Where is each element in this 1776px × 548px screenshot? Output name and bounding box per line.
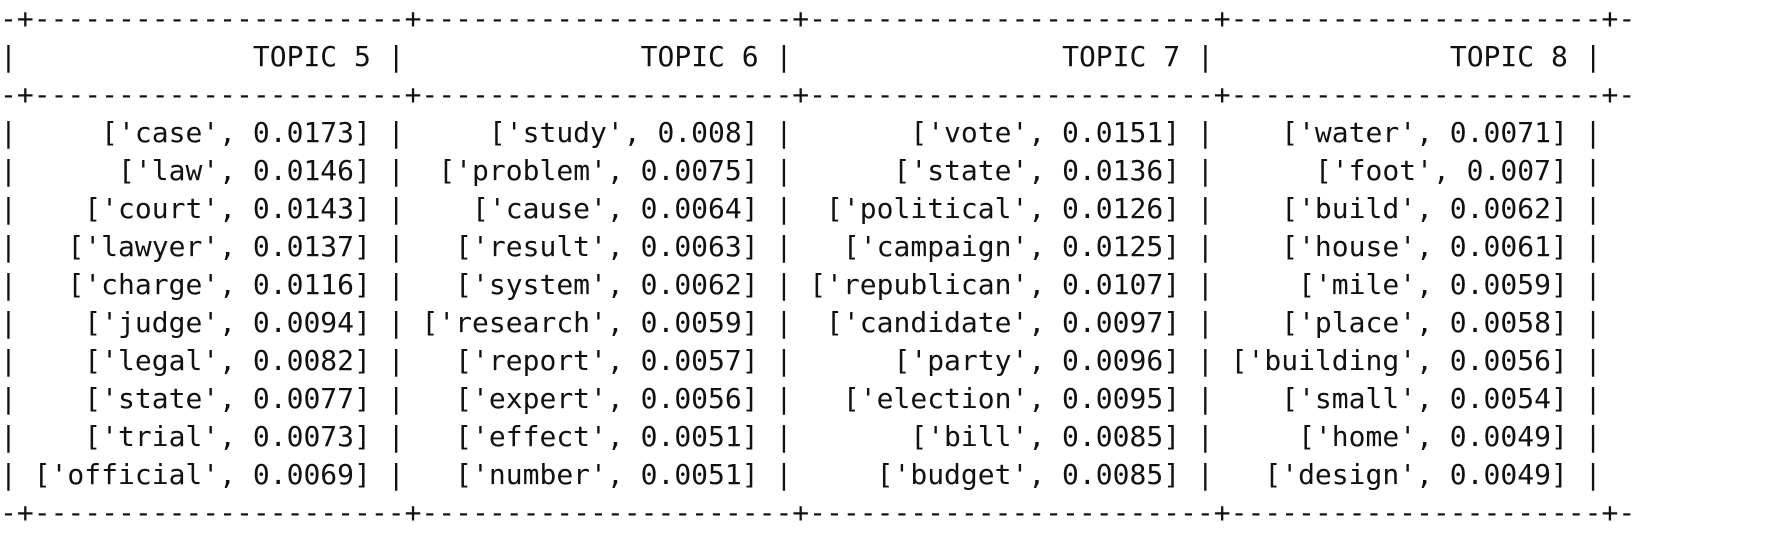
table-row: | ['judge', 0.0094] | ['research', 0.005…	[0, 306, 1602, 339]
topic-header: TOPIC 7	[1062, 40, 1181, 73]
topic-cell: ['court', 0.0143]	[84, 192, 371, 225]
topic-cell: ['result', 0.0063]	[455, 230, 759, 263]
topic-cell: ['lawyer', 0.0137]	[67, 230, 371, 263]
topic-cell: ['political', 0.0126]	[826, 192, 1181, 225]
topic-ascii-table: -+----------------------+---------------…	[0, 2, 1636, 529]
topic-cell: ['report', 0.0057]	[455, 344, 759, 377]
table-row: | ['state', 0.0077] | ['expert', 0.0056]…	[0, 382, 1602, 415]
table-row: | ['official', 0.0069] | ['number', 0.00…	[0, 458, 1602, 491]
topic-cell: ['bill', 0.0085]	[910, 420, 1181, 453]
table-row: | ['charge', 0.0116] | ['system', 0.0062…	[0, 268, 1602, 301]
table-row: | ['lawyer', 0.0137] | ['result', 0.0063…	[0, 230, 1602, 263]
topic-cell: ['study', 0.008]	[488, 116, 759, 149]
topic-cell: ['home', 0.0049]	[1298, 420, 1568, 453]
topic-cell: ['budget', 0.0085]	[876, 458, 1181, 491]
table-header-row: | TOPIC 5 | TOPIC 6 | TOPIC 7 | TOPIC 8 …	[0, 40, 1602, 73]
topic-header: TOPIC 6	[640, 40, 759, 73]
topic-cell: ['house', 0.0061]	[1281, 230, 1568, 263]
table-row: | ['law', 0.0146] | ['problem', 0.0075] …	[0, 154, 1602, 187]
topic-cell: ['state', 0.0077]	[84, 382, 371, 415]
topic-cell: ['cause', 0.0064]	[472, 192, 759, 225]
topic-cell: ['effect', 0.0051]	[455, 420, 759, 453]
topic-cell: ['law', 0.0146]	[118, 154, 371, 187]
table-row: | ['case', 0.0173] | ['study', 0.008] | …	[0, 116, 1602, 149]
table-row: | ['court', 0.0143] | ['cause', 0.0064] …	[0, 192, 1602, 225]
topic-cell: ['election', 0.0095]	[842, 382, 1181, 415]
topic-header: TOPIC 8	[1449, 40, 1568, 73]
table-border: -+----------------------+---------------…	[0, 78, 1636, 111]
table-row: | ['trial', 0.0073] | ['effect', 0.0051]…	[0, 420, 1602, 453]
topic-cell: ['problem', 0.0075]	[438, 154, 759, 187]
topic-cell: ['mile', 0.0059]	[1298, 268, 1568, 301]
table-row: | ['legal', 0.0082] | ['report', 0.0057]…	[0, 344, 1602, 377]
topic-cell: ['research', 0.0059]	[421, 306, 759, 339]
topic-cell: ['legal', 0.0082]	[84, 344, 371, 377]
topic-cell: ['design', 0.0049]	[1264, 458, 1568, 491]
topic-header: TOPIC 5	[252, 40, 371, 73]
topic-cell: ['foot', 0.007]	[1314, 154, 1568, 187]
topic-cell: ['vote', 0.0151]	[910, 116, 1181, 149]
topic-cell: ['case', 0.0173]	[101, 116, 371, 149]
topic-cell: ['place', 0.0058]	[1281, 306, 1568, 339]
topic-cell: ['judge', 0.0094]	[84, 306, 371, 339]
topic-cell: ['official', 0.0069]	[33, 458, 371, 491]
topic-cell: ['campaign', 0.0125]	[842, 230, 1181, 263]
topic-cell: ['building', 0.0056]	[1230, 344, 1568, 377]
table-border: -+----------------------+---------------…	[0, 496, 1636, 529]
topic-cell: ['party', 0.0096]	[893, 344, 1181, 377]
topic-cell: ['candidate', 0.0097]	[826, 306, 1181, 339]
topic-cell: ['state', 0.0136]	[893, 154, 1181, 187]
topic-cell: ['small', 0.0054]	[1281, 382, 1568, 415]
topic-cell: ['water', 0.0071]	[1281, 116, 1568, 149]
topic-cell: ['build', 0.0062]	[1281, 192, 1568, 225]
topic-cell: ['system', 0.0062]	[455, 268, 759, 301]
topic-cell: ['trial', 0.0073]	[84, 420, 371, 453]
topic-cell: ['number', 0.0051]	[455, 458, 759, 491]
table-border: -+----------------------+---------------…	[0, 2, 1636, 35]
topic-cell: ['republican', 0.0107]	[809, 268, 1181, 301]
topic-cell: ['charge', 0.0116]	[67, 268, 371, 301]
topic-cell: ['expert', 0.0056]	[455, 382, 759, 415]
